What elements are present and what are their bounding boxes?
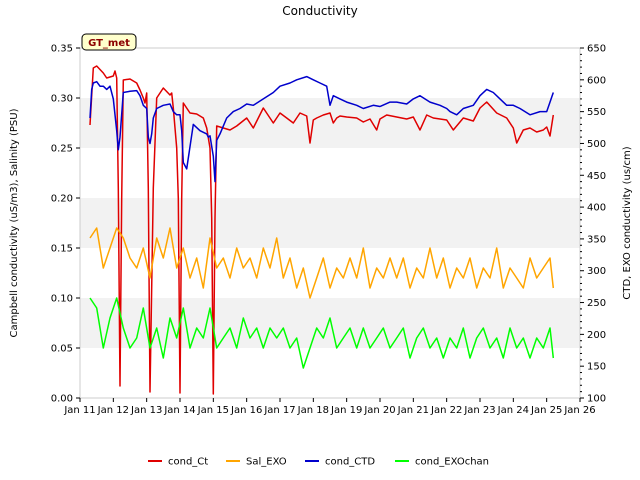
y-left-tick-label: 0.15 [51,244,73,255]
y-right-tick-label: 650 [587,44,606,55]
x-tick-label: Jan 20 [363,405,395,416]
station-badge-box [81,33,137,51]
y-right-tick-label: 600 [587,75,606,86]
y-right-tick-label: 200 [587,330,606,341]
legend: cond_Ct Sal_EXO cond_CTD cond_EXOchan [148,457,489,468]
grid-band [80,98,580,148]
y-left-tick-label: 0.35 [51,44,73,55]
plot-series [89,65,555,395]
y-left-tick-label: 0.00 [51,394,73,405]
x-tick-label: Jan 19 [330,405,362,416]
station-badge-label: GT_met [88,38,130,49]
x-tick-label: Jan 12 [97,405,129,416]
y-left-tick-label: 0.30 [51,94,73,105]
legend-label-cond_Ct: cond_Ct [168,457,208,468]
grid-band [80,198,580,248]
legend-label-cond_CTD: cond_CTD [325,457,375,468]
grid-bands [80,98,580,348]
y-right-tick-label: 100 [587,394,606,405]
series-line-cond_Ct [89,65,555,395]
legend-label-cond_EXOchan: cond_EXOchan [415,457,489,468]
x-tick-label: Jan 17 [263,405,295,416]
y-right-tick-label: 400 [587,203,606,214]
y-left-tick-label: 0.20 [51,194,73,205]
x-tick-label: Jan 16 [230,405,262,416]
x-tick-label: Jan 23 [463,405,495,416]
series-line-cond_CTD [89,75,555,183]
x-tick-label: Jan 21 [397,405,429,416]
x-axis: Jan 11 Jan 12 Jan 13 Jan 14 Jan 15 Jan 16 Jan … [63,398,596,416]
x-tick-label: Jan 24 [497,405,529,416]
x-tick-label: Jan 14 [163,405,195,416]
x-tick-label: Jan 15 [197,405,229,416]
x-tick-label: Jan 13 [130,405,162,416]
y-axis-right-title: CTD, EXO conductivity (us/cm) [622,146,633,299]
x-tick-label: Jan 25 [530,405,562,416]
y-right-tick-label: 450 [587,171,606,182]
grid-band [80,298,580,348]
y-left-tick-label: 0.25 [51,144,73,155]
y-right-tick-label: 350 [587,234,606,245]
y-left-tick-label: 0.10 [51,294,73,305]
y-right-tick-label: 300 [587,266,606,277]
y-right-tick-label: 250 [587,298,606,309]
x-tick-label: Jan 11 [63,405,95,416]
y-right-tick-label: 500 [587,139,606,150]
x-tick-label: Jan 26 [563,405,595,416]
y-axis-left: 0.00 0.05 0.10 0.15 0.20 0.25 0.30 0.35 [51,44,80,405]
series-line-cond_EXOchan [89,297,555,369]
y-right-tick-label: 150 [587,362,606,373]
station-badge: GT_met [81,33,137,51]
y-axis-right: 100 150 200 250 300 350 400 450 500 550 600 650 [580,44,606,405]
legend-label-Sal_EXO: Sal_EXO [246,457,287,468]
y-right-tick-label: 550 [587,107,606,118]
y-left-tick-label: 0.05 [51,344,73,355]
x-tick-label: Jan 22 [430,405,462,416]
series-line-Sal_EXO [89,227,555,299]
plot-frame [79,47,581,399]
y-axis-left-title: Campbell conductivity (uS/m3), Salinity … [9,108,20,337]
x-tick-label: Jan 18 [297,405,329,416]
chart-title: Conductivity [282,4,357,18]
